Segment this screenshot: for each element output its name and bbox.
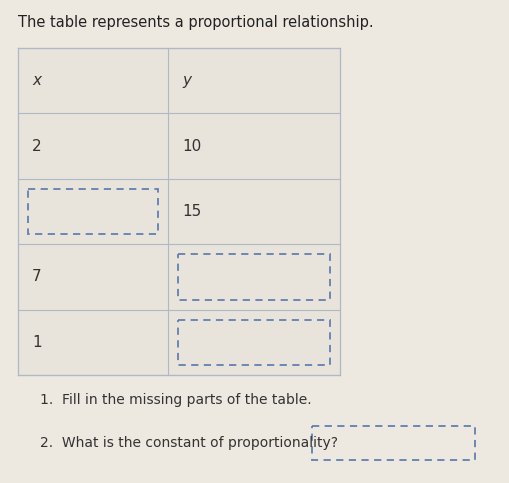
Text: x: x (32, 73, 41, 88)
Text: 1: 1 (32, 335, 42, 350)
Bar (178, 320, 329, 365)
Text: 2: 2 (32, 139, 42, 154)
Text: 15: 15 (182, 204, 201, 219)
Text: 7: 7 (32, 270, 42, 284)
Bar (28, 189, 158, 234)
Text: 2.  What is the constant of proportionality?: 2. What is the constant of proportionali… (40, 436, 337, 450)
Text: 10: 10 (182, 139, 201, 154)
Bar (312, 426, 474, 460)
Bar (178, 254, 329, 299)
Bar (18, 48, 340, 375)
Text: y: y (182, 73, 191, 88)
Text: 1.  Fill in the missing parts of the table.: 1. Fill in the missing parts of the tabl… (40, 393, 311, 407)
Text: The table represents a proportional relationship.: The table represents a proportional rela… (18, 14, 373, 29)
